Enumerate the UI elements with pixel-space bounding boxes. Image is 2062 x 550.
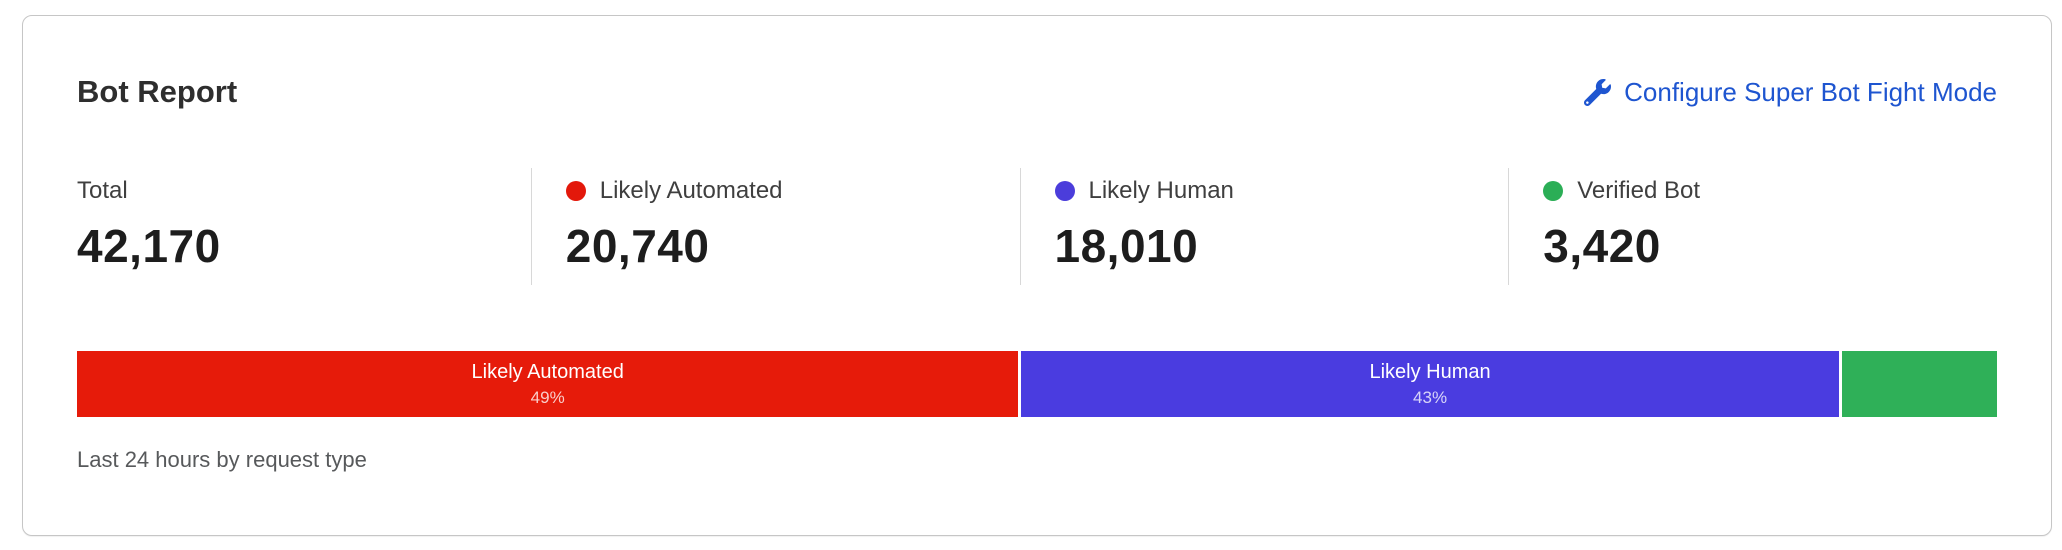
- wrench-icon: [1584, 78, 1612, 106]
- stat-label-likely-automated: Likely Automated: [599, 177, 783, 204]
- chart-caption: Last 24 hours by request type: [77, 447, 367, 472]
- stats-row: Total 42,170 Likely Automated 20,740 Lik…: [77, 168, 1997, 285]
- stat-label-likely-human: Likely Human: [1088, 177, 1234, 204]
- stat-likely-human: Likely Human 18,010: [1019, 168, 1509, 285]
- stat-value-likely-automated: 20,740: [565, 220, 710, 272]
- bar-segment-label: Likely Human: [1369, 360, 1491, 383]
- bar-segment-likely-automated: Likely Automated 49%: [77, 351, 1019, 417]
- bar-segment-verified-bot: [1841, 351, 1997, 417]
- page-title: Bot Report: [77, 74, 238, 109]
- stat-value-total: 42,170: [77, 220, 221, 272]
- card-header: Bot Report Configure Super Bot Fight Mod…: [77, 72, 1997, 112]
- configure-link-label: Configure Super Bot Fight Mode: [1624, 77, 1997, 107]
- legend-dot-verified-bot: [1543, 181, 1564, 201]
- bar-segment-percent: 43%: [1413, 387, 1448, 407]
- legend-dot-likely-human: [1054, 181, 1075, 201]
- bar-segment-likely-human: Likely Human 43%: [1021, 351, 1839, 417]
- stat-value-likely-human: 18,010: [1054, 220, 1199, 272]
- bot-report-card: Bot Report Configure Super Bot Fight Mod…: [22, 15, 2052, 536]
- stat-label-total: Total: [77, 177, 128, 204]
- legend-dot-likely-automated: [565, 181, 586, 201]
- bar-segment-percent: 49%: [530, 387, 565, 407]
- stat-verified-bot: Verified Bot 3,420: [1508, 168, 1997, 285]
- stat-label-verified-bot: Verified Bot: [1577, 177, 1700, 204]
- configure-super-bot-fight-mode-link[interactable]: Configure Super Bot Fight Mode: [1584, 72, 1997, 112]
- stacked-bar-chart: Likely Automated 49% Likely Human 43%: [77, 351, 1997, 417]
- stat-likely-automated: Likely Automated 20,740: [530, 168, 1020, 285]
- stat-value-verified-bot: 3,420: [1543, 220, 1661, 272]
- bar-segment-label: Likely Automated: [471, 360, 624, 383]
- stat-total: Total 42,170: [77, 168, 531, 285]
